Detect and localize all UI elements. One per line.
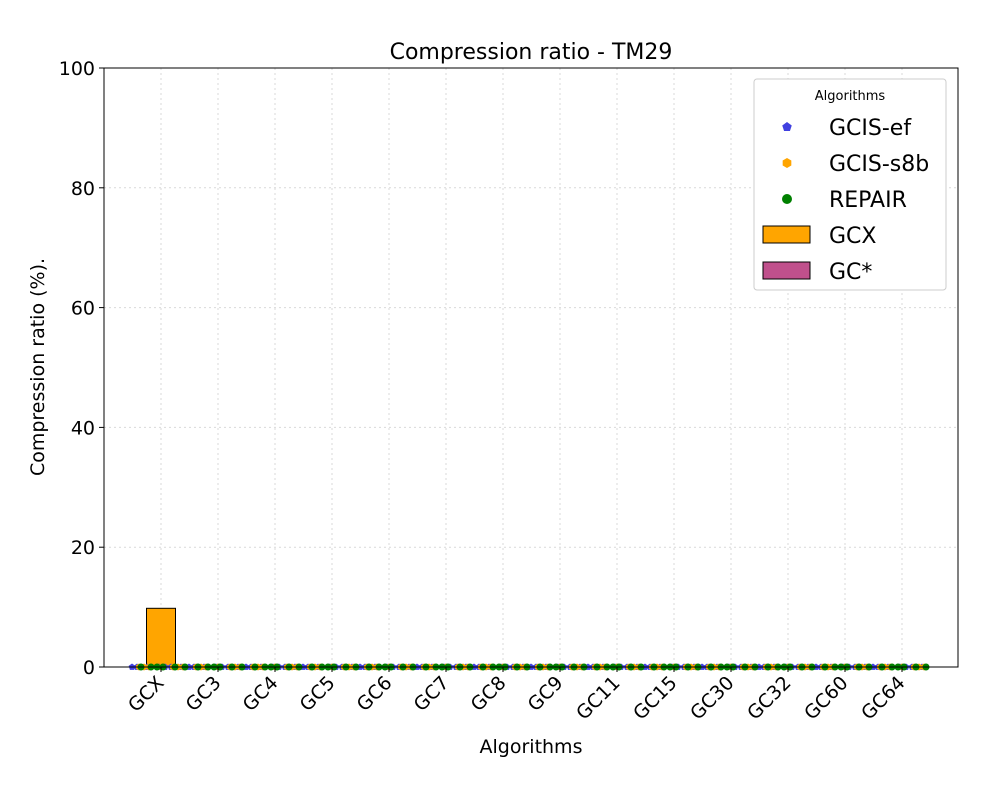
legend-label-repair: REPAIR bbox=[829, 188, 907, 213]
legend-marker-repair bbox=[782, 194, 792, 204]
legend-label-gcis-s8b: GCIS-s8b bbox=[829, 152, 929, 177]
y-tick-label: 0 bbox=[83, 657, 95, 679]
y-tick-label: 20 bbox=[71, 537, 95, 559]
x-tick-label: GC7 bbox=[410, 672, 454, 716]
bars-layer bbox=[146, 607, 176, 668]
x-tick-label: GC32 bbox=[743, 672, 795, 724]
x-tick-label: GC4 bbox=[239, 672, 283, 716]
legend-marker-gcis-ef bbox=[782, 122, 792, 132]
legend-marker-gcis-s8b bbox=[782, 158, 792, 168]
x-tick-label: GC64 bbox=[857, 672, 909, 724]
y-tick-label: 40 bbox=[71, 417, 95, 439]
x-tick-label: GC6 bbox=[353, 672, 397, 716]
chart-title: Compression ratio - TM29 bbox=[390, 40, 673, 65]
legend-box bbox=[753, 78, 947, 291]
legend-title: Algorithms bbox=[815, 89, 886, 104]
legend-label-gcx: GCX bbox=[829, 224, 876, 249]
x-tick-label: GC5 bbox=[296, 672, 340, 716]
legend: Algorithms GCIS-ef GCIS-s8b REPAIR GCX GC* bbox=[753, 78, 947, 291]
y-tick-label: 60 bbox=[71, 298, 95, 320]
bar-gcx-gcx bbox=[146, 607, 176, 668]
y-axis-label: Compression ratio (%). bbox=[27, 258, 49, 476]
x-tick-label: GC60 bbox=[800, 672, 852, 724]
x-tick-label: GC9 bbox=[524, 672, 568, 716]
y-tick-label: 100 bbox=[59, 58, 95, 80]
x-tick-label: GCX bbox=[124, 672, 169, 717]
legend-label-gc-: GC* bbox=[829, 260, 872, 285]
y-axis: 0 20 40 60 80 100 bbox=[59, 58, 104, 679]
x-tick-label: GC11 bbox=[572, 672, 624, 724]
legend-swatch-gc- bbox=[762, 261, 811, 280]
x-tick-label: GC3 bbox=[182, 672, 226, 716]
y-tick-label: 80 bbox=[71, 178, 95, 200]
x-tick-label: GC8 bbox=[467, 672, 511, 716]
legend-swatch-gcx bbox=[762, 225, 811, 244]
x-axis-label: Algorithms bbox=[480, 736, 583, 758]
x-axis: GCX GC3 GC4 GC5 GC6 GC7 GC8 GC9 GC11 GC15 GC30 GC32… bbox=[124, 667, 910, 724]
plot-frame bbox=[103, 67, 959, 668]
legend-label-gcis-ef: GCIS-ef bbox=[829, 116, 912, 141]
x-tick-label: GC15 bbox=[629, 672, 681, 724]
x-tick-label: GC30 bbox=[686, 672, 738, 724]
